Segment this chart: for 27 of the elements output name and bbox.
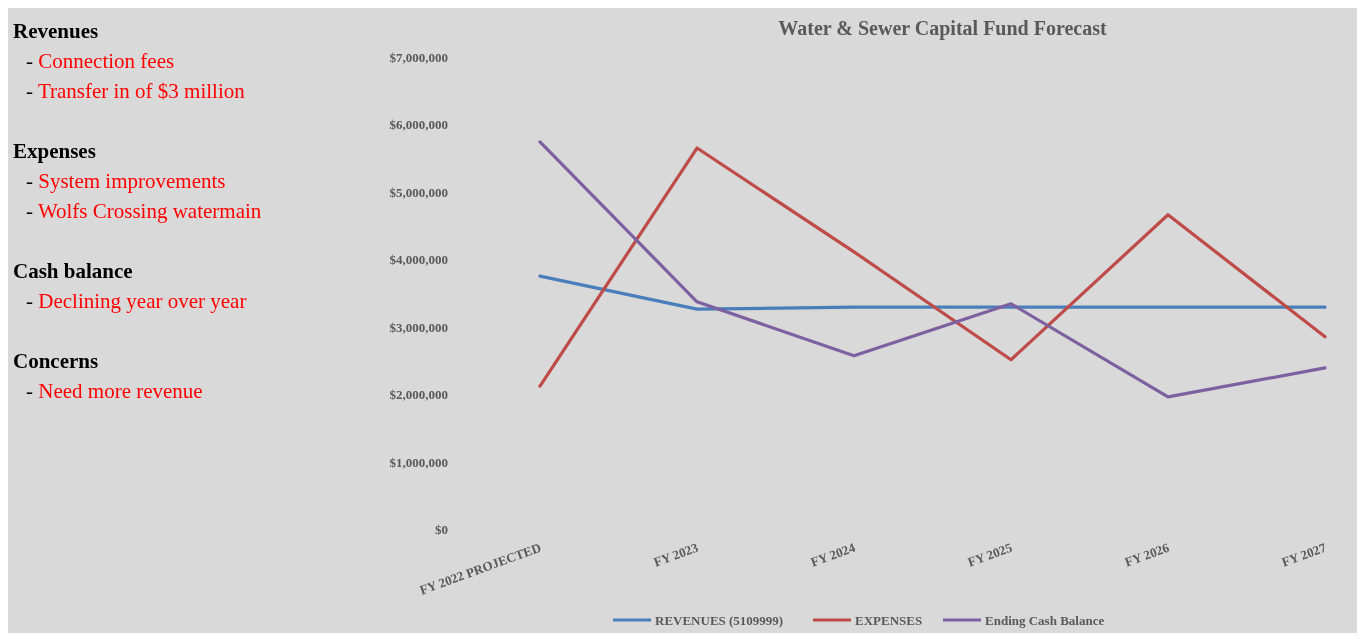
x-tick-label: FY 2024 [808, 539, 858, 570]
text: - Connection fees [26, 49, 175, 73]
text: - Transfer in of $3 million [26, 79, 246, 103]
y-tick-label: $3,000,000 [389, 319, 448, 335]
x-tick-label: FY 2025 [965, 539, 1015, 570]
x-tick-label: FY 2026 [1122, 539, 1172, 570]
text: - Need more revenue [26, 379, 203, 403]
y-tick-label: $2,000,000 [389, 387, 448, 403]
y-tick-label: $7,000,000 [389, 50, 448, 65]
text: Expenses [13, 139, 96, 163]
x-tick-label: FY 2023 [651, 539, 701, 570]
y-tick-label: $1,000,000 [389, 454, 448, 470]
x-tick-label: FY 2027 [1279, 539, 1329, 570]
y-tick-label: $0 [435, 522, 448, 537]
legend-label: EXPENSES [855, 613, 923, 628]
text: - System improvements [26, 169, 226, 193]
text: Concerns [13, 349, 99, 373]
text: Revenues [13, 19, 99, 43]
y-tick-label: $4,000,000 [389, 252, 448, 268]
y-tick-label: $6,000,000 [389, 117, 448, 133]
text: Cash balance [13, 259, 133, 283]
legend-label: Ending Cash Balance [985, 613, 1105, 628]
text: - Wolfs Crossing watermain [26, 199, 262, 223]
legend-label: REVENUES (5109999) [655, 613, 784, 628]
y-tick-label: $5,000,000 [389, 184, 448, 200]
text: - Declining year over year [26, 289, 247, 313]
chart-title: Water & Sewer Capital Fund Forecast [778, 17, 1107, 40]
